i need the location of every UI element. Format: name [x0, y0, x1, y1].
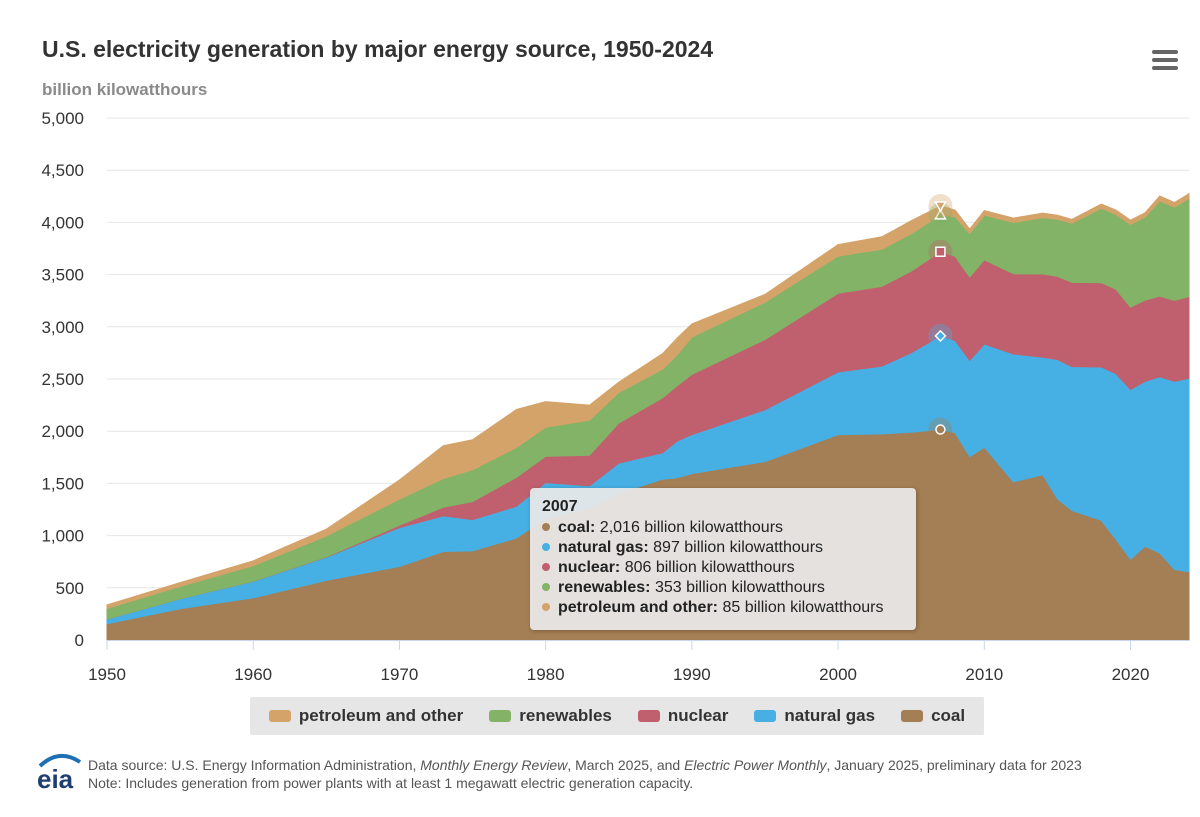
hover-point-nuclear	[935, 246, 946, 257]
data-tooltip: 2007 coal: 2,016 billion kilowatthours n…	[530, 488, 916, 630]
tooltip-row-coal: coal: 2,016 billion kilowatthours	[542, 518, 904, 538]
y-tick-label: 4,500	[41, 161, 84, 180]
eia-logo-icon: eia	[37, 754, 82, 792]
legend-item-coal[interactable]: coal	[901, 706, 965, 726]
legend-swatch-coal	[901, 710, 924, 722]
x-tick-label: 1950	[88, 665, 126, 684]
y-tick-label: 500	[56, 579, 84, 598]
tooltip-row-renewables: renewables: 353 billion kilowatthours	[542, 578, 904, 598]
tooltip-dot-renewables	[542, 582, 550, 591]
tooltip-value: 85 billion kilowatthours	[722, 599, 884, 616]
legend-label: petroleum and other	[298, 706, 464, 725]
y-tick-label: 4,000	[41, 213, 84, 232]
chart-legend: petroleum and other renewables nuclear n…	[250, 697, 984, 735]
x-tick-label: 1970	[381, 665, 419, 684]
y-tick-label: 3,500	[41, 266, 84, 285]
tooltip-label: petroleum and other:	[558, 599, 719, 616]
legend-swatch-nuclear	[637, 710, 660, 722]
y-tick-label: 0	[75, 631, 84, 650]
tooltip-value: 353 billion kilowatthours	[654, 579, 825, 596]
area-petroleum	[106, 192, 1190, 610]
legend-swatch-petroleum	[268, 710, 291, 722]
tooltip-dot-natural-gas	[542, 542, 550, 551]
y-tick-label: 2,000	[41, 422, 84, 441]
footnote: Data source: U.S. Energy Information Adm…	[88, 756, 1082, 792]
y-tick-label: 1,000	[41, 527, 84, 546]
legend-label: nuclear	[667, 706, 729, 725]
tooltip-label: renewables:	[558, 579, 651, 596]
legend-item-petroleum[interactable]: petroleum and other	[268, 706, 464, 726]
tooltip-row-nuclear: nuclear: 806 billion kilowatthours	[542, 558, 904, 578]
tooltip-value: 897 billion kilowatthours	[653, 539, 824, 556]
axes: 0 500 1,000 1,500 2,000 2,500 3,000 3,500 4,000 4…	[41, 109, 1189, 684]
data-source-line: Data source: U.S. Energy Information Adm…	[88, 757, 1082, 773]
x-tick-label: 1960	[234, 665, 272, 684]
x-tick-label: 2000	[819, 665, 857, 684]
legend-label: renewables	[519, 706, 612, 725]
chart-title: U.S. electricity generation by major ene…	[42, 36, 714, 62]
legend-label: natural gas	[784, 706, 876, 725]
tooltip-label: coal:	[558, 519, 596, 536]
tooltip-dot-nuclear	[542, 562, 550, 571]
hover-point-renewables	[934, 208, 947, 220]
legend-item-natural-gas[interactable]: natural gas	[754, 706, 875, 726]
legend-swatch-renewables	[489, 710, 512, 722]
tooltip-row-natural-gas: natural gas: 897 billion kilowatthours	[542, 538, 904, 558]
y-tick-label: 1,500	[41, 474, 84, 493]
tooltip-year: 2007	[542, 498, 578, 515]
hover-markers	[928, 194, 953, 442]
chart-subtitle: billion kilowatthours	[42, 80, 208, 99]
x-tick-label: 1990	[673, 665, 711, 684]
tooltip-dot-coal	[542, 522, 550, 531]
tooltip-label: natural gas:	[558, 539, 649, 556]
y-tick-label: 2,500	[41, 370, 84, 389]
x-tick-label: 2020	[1112, 665, 1150, 684]
hover-point-natural_gas	[934, 329, 947, 342]
y-tick-label: 3,000	[41, 318, 84, 337]
legend-swatch-natural-gas	[754, 710, 777, 722]
x-tick-label: 1980	[527, 665, 565, 684]
legend-item-nuclear[interactable]: nuclear	[637, 706, 729, 726]
note-line: Note: Includes generation from power pla…	[88, 775, 694, 791]
eia-logo-text: eia	[37, 764, 74, 792]
tooltip-label: nuclear:	[558, 559, 621, 576]
tooltip-row-petroleum: petroleum and other: 85 billion kilowatt…	[542, 598, 904, 618]
legend-label: coal	[931, 706, 966, 725]
y-tick-label: 5,000	[41, 109, 84, 128]
hover-point-coal	[935, 424, 946, 435]
hamburger-menu-icon[interactable]	[1152, 50, 1182, 76]
tooltip-value: 2,016 billion kilowatthours	[599, 519, 784, 536]
hover-point-petroleum	[934, 201, 947, 213]
tooltip-value: 806 billion kilowatthours	[624, 559, 795, 576]
tooltip-dot-petroleum	[542, 602, 550, 611]
x-tick-label: 2010	[965, 665, 1003, 684]
legend-item-renewables[interactable]: renewables	[489, 706, 612, 726]
